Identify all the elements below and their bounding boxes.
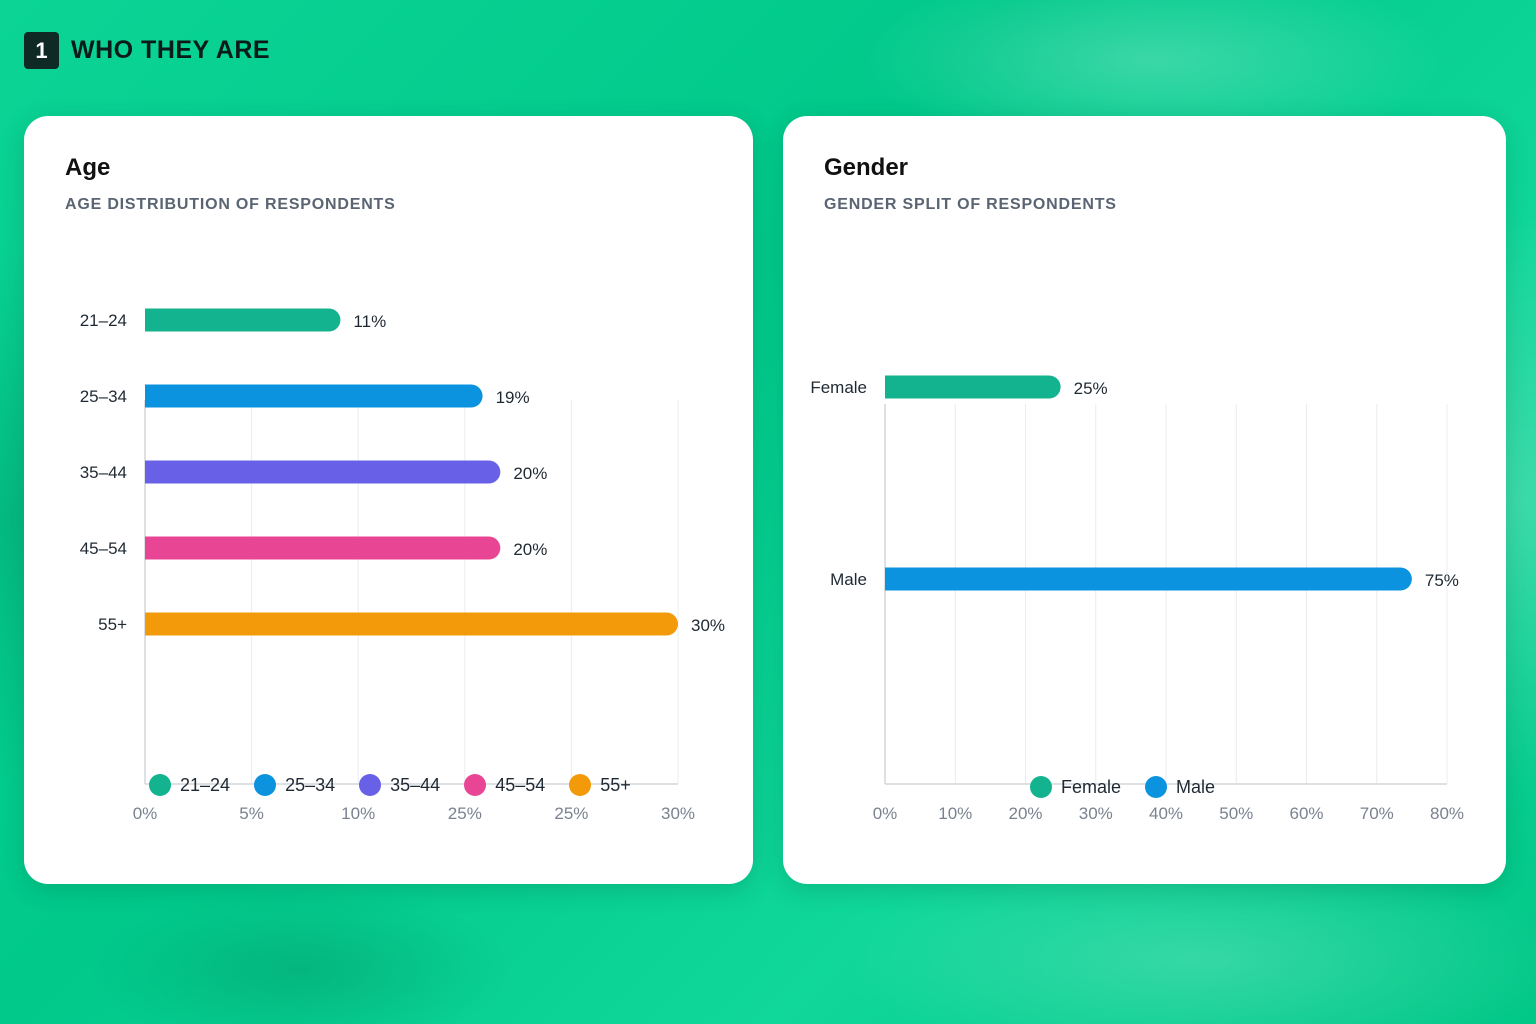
legend-label: 55+	[600, 774, 631, 795]
legend-swatch	[254, 774, 277, 796]
legend-swatch	[569, 774, 592, 796]
bar-female	[885, 375, 1061, 399]
gender-card: Gender GENDER SPLIT OF RESPONDENTS 0% 10%…	[783, 116, 1506, 884]
bar-male	[885, 567, 1412, 591]
value-label: 30%	[691, 616, 725, 635]
category-label: Female	[810, 378, 867, 397]
x-tick-label: 25%	[448, 804, 482, 823]
legend-label: 35–44	[390, 774, 441, 795]
age-card-subtitle: AGE DISTRIBUTION OF RESPONDENTS	[65, 196, 396, 213]
section-number-badge: 1	[24, 32, 59, 69]
legend-item-21-24: 21–24	[149, 774, 230, 796]
legend-label: Female	[1061, 776, 1122, 797]
value-label: 20%	[513, 464, 547, 483]
category-label: 35–44	[80, 463, 127, 482]
x-tick-label: 60%	[1289, 804, 1323, 823]
bar-21-24	[145, 308, 341, 332]
section-header: 1 WHO THEY ARE	[24, 32, 270, 69]
legend-item-35-44: 35–44	[359, 774, 440, 796]
age-legend: 21–24 25–34 35–44 45–54 55+	[149, 774, 631, 796]
section-title: WHO THEY ARE	[71, 36, 271, 64]
bar-25-34	[145, 384, 483, 408]
category-label: 55+	[98, 615, 127, 634]
gender-card-title: Gender	[824, 154, 909, 181]
x-tick-label: 40%	[1149, 804, 1183, 823]
legend-item-female: Female	[1030, 776, 1121, 798]
legend-label: Male	[1176, 776, 1216, 797]
age-card-title: Age	[65, 154, 111, 181]
x-tick-label: 0%	[133, 804, 158, 823]
gender-chart: 0% 10% 20% 30% 40% 50% 60% 70% 80% Female 25% Male 7…	[810, 375, 1464, 823]
age-card: Age AGE DISTRIBUTION OF RESPONDENTS 0% 5%…	[24, 116, 753, 884]
x-tick-label: 30%	[661, 804, 695, 823]
x-tick-label: 10%	[341, 804, 375, 823]
age-chart: 0% 5% 10% 25% 25% 30% 21–24 11% 25–34 19% 35–44 20%…	[80, 308, 725, 823]
gender-legend: Female Male	[1030, 776, 1215, 798]
x-tick-label: 25%	[554, 804, 588, 823]
bar-35-44	[145, 460, 501, 484]
value-label: 20%	[513, 540, 547, 559]
value-label: 75%	[1425, 571, 1459, 590]
legend-item-55: 55+	[569, 774, 631, 796]
gender-card-subtitle: GENDER SPLIT OF RESPONDENTS	[824, 196, 1117, 213]
x-tick-label: 80%	[1430, 804, 1464, 823]
legend-swatch	[359, 774, 382, 796]
legend-item-45-54: 45–54	[464, 774, 545, 796]
x-tick-label: 10%	[938, 804, 972, 823]
legend-label: 25–34	[285, 774, 336, 795]
legend-swatch	[1145, 776, 1168, 798]
x-tick-label: 70%	[1360, 804, 1394, 823]
bar-55	[145, 612, 678, 636]
x-tick-label: 5%	[239, 804, 264, 823]
category-label: Male	[830, 570, 867, 589]
category-label: 21–24	[80, 311, 127, 330]
legend-swatch	[149, 774, 171, 796]
value-label: 25%	[1074, 379, 1108, 398]
legend-label: 21–24	[180, 774, 231, 795]
category-label: 25–34	[80, 387, 127, 406]
bar-45-54	[145, 536, 501, 560]
legend-swatch	[464, 774, 487, 796]
value-label: 11%	[353, 312, 386, 331]
x-tick-label: 0%	[873, 804, 898, 823]
legend-label: 45–54	[495, 774, 546, 795]
category-label: 45–54	[80, 539, 127, 558]
value-label: 19%	[496, 388, 530, 407]
x-tick-label: 30%	[1079, 804, 1113, 823]
legend-item-25-34: 25–34	[254, 774, 335, 796]
x-tick-label: 20%	[1008, 804, 1042, 823]
legend-item-male: Male	[1145, 776, 1215, 798]
x-tick-label: 50%	[1219, 804, 1253, 823]
legend-swatch	[1030, 776, 1052, 798]
